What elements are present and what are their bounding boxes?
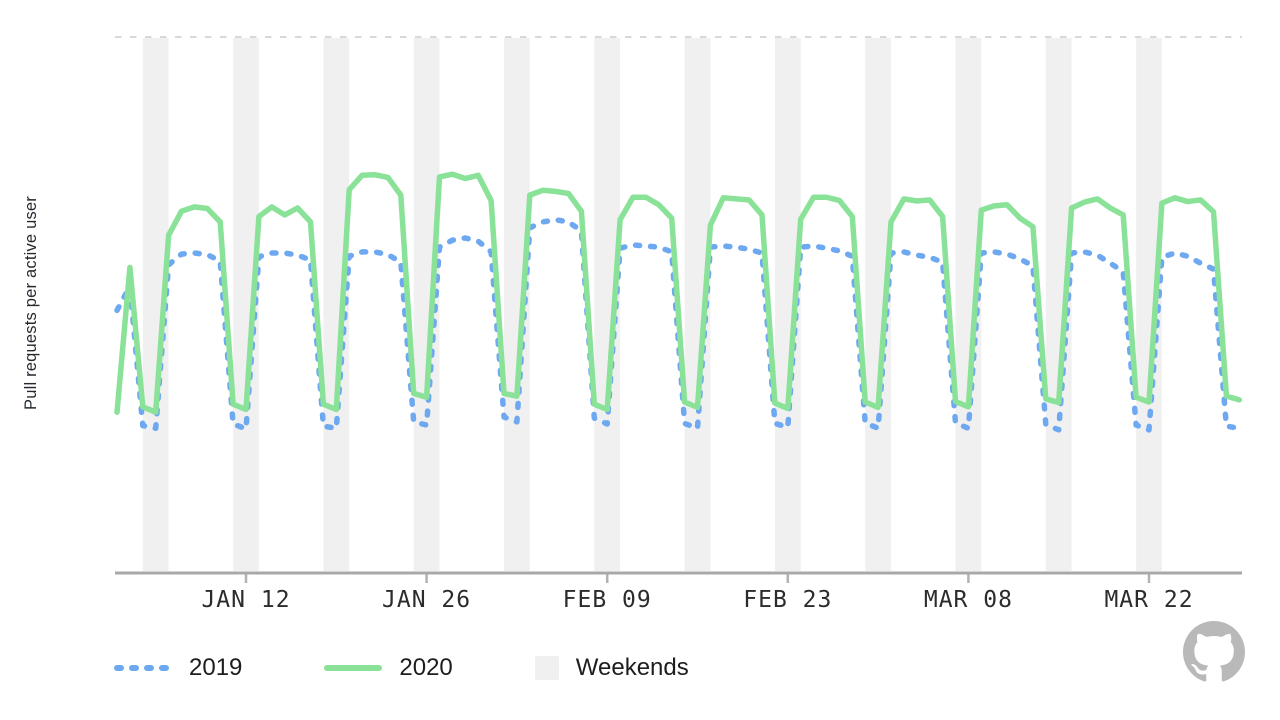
- x-axis-ticks: [244, 574, 1151, 583]
- x-tick-label: JAN 26: [382, 587, 471, 613]
- x-axis-tick-labels: JAN 12 JAN 26 FEB 09 FEB 23 MAR 08 MAR 22: [201, 587, 1193, 613]
- solid-line-swatch-icon: [324, 665, 383, 671]
- x-tick-label: MAR 08: [924, 587, 1013, 613]
- legend: 2019 2020 Weekends: [114, 650, 689, 686]
- legend-item-2020: 2020: [324, 654, 453, 682]
- legend-label-weekends: Weekends: [575, 654, 689, 681]
- weekend-bands: [142, 38, 1162, 571]
- legend-item-2019: 2019: [114, 654, 242, 682]
- series-2020-line: [114, 171, 1243, 415]
- x-tick-label: FEB 23: [743, 587, 832, 613]
- github-logo-icon: [1183, 621, 1245, 682]
- dashed-line-swatch-icon: [114, 665, 172, 671]
- legend-label-2020: 2020: [399, 654, 453, 681]
- weekend-swatch-icon: [534, 656, 559, 680]
- x-tick-label: MAR 22: [1104, 587, 1193, 613]
- x-tick-label: JAN 12: [201, 587, 290, 613]
- legend-item-weekends: Weekends: [534, 654, 689, 682]
- legend-label-2019: 2019: [189, 654, 243, 681]
- plot-area: JAN 12 JAN 26 FEB 09 FEB 23 MAR 08 MAR 22: [114, 36, 1243, 613]
- x-tick-label: FEB 09: [563, 587, 652, 613]
